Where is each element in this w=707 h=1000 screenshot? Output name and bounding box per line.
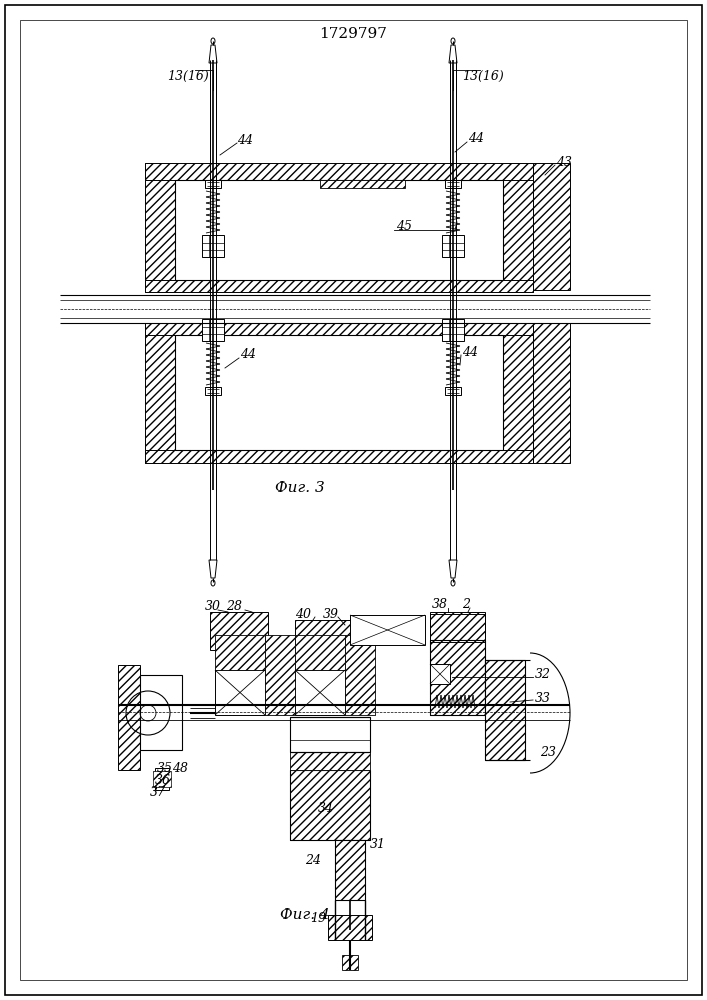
Bar	[265, 635, 295, 715]
Text: 40: 40	[295, 607, 311, 620]
Text: 36: 36	[155, 774, 171, 786]
Text: 13(16): 13(16)	[462, 70, 504, 83]
Bar	[140, 675, 182, 750]
Bar	[145, 163, 175, 292]
Bar	[350, 620, 380, 645]
Bar	[145, 280, 533, 292]
Text: Фиг. 4: Фиг. 4	[280, 908, 330, 922]
Bar	[155, 768, 169, 790]
Bar	[335, 840, 365, 900]
Bar	[145, 323, 175, 463]
Text: 45: 45	[396, 221, 412, 233]
Bar	[430, 664, 450, 684]
Bar	[202, 319, 224, 341]
Bar	[210, 612, 268, 650]
Bar	[430, 640, 485, 715]
Polygon shape	[209, 560, 217, 578]
Bar	[442, 319, 464, 341]
Bar	[118, 665, 140, 770]
Bar	[430, 612, 485, 640]
Text: 19: 19	[310, 912, 326, 924]
Text: 30: 30	[205, 600, 221, 613]
Text: 31: 31	[370, 838, 386, 852]
Text: 28: 28	[226, 600, 242, 613]
Bar	[335, 840, 365, 900]
Bar	[503, 163, 533, 292]
Text: 44: 44	[462, 346, 478, 359]
Text: 39: 39	[323, 607, 339, 620]
Bar	[503, 323, 533, 463]
Bar	[205, 387, 221, 395]
Ellipse shape	[451, 38, 455, 44]
Bar	[342, 955, 358, 970]
Text: 44: 44	[237, 133, 253, 146]
Text: 24: 24	[305, 854, 321, 866]
Text: 37: 37	[150, 786, 166, 798]
Ellipse shape	[211, 580, 215, 586]
Bar	[290, 717, 370, 752]
Text: 43: 43	[556, 155, 572, 168]
Bar	[215, 635, 265, 670]
Ellipse shape	[451, 580, 455, 586]
Text: 32: 32	[535, 668, 551, 682]
Bar	[202, 235, 224, 257]
Bar	[295, 670, 345, 715]
Bar	[295, 620, 350, 650]
Bar	[445, 180, 461, 188]
Text: 2: 2	[462, 598, 470, 611]
Bar	[145, 163, 533, 180]
Bar	[328, 915, 372, 940]
Ellipse shape	[211, 38, 215, 44]
Polygon shape	[449, 560, 457, 578]
Bar	[350, 615, 425, 645]
Text: 44: 44	[468, 131, 484, 144]
Polygon shape	[449, 45, 457, 63]
Bar	[205, 180, 221, 188]
Bar	[290, 770, 370, 840]
Bar	[290, 770, 370, 840]
Bar	[445, 387, 461, 395]
Bar	[430, 614, 485, 642]
Text: 48: 48	[172, 762, 188, 774]
Polygon shape	[209, 45, 217, 63]
Bar	[533, 163, 570, 290]
Text: 35: 35	[157, 762, 173, 774]
Text: Фиг. 3: Фиг. 3	[275, 481, 325, 495]
Bar	[295, 635, 345, 670]
Bar	[153, 771, 171, 787]
Bar	[175, 180, 503, 280]
Bar	[175, 335, 503, 450]
Bar	[145, 323, 533, 335]
Bar	[430, 640, 485, 715]
Text: 33: 33	[535, 692, 551, 704]
Bar	[215, 670, 265, 715]
Bar	[290, 752, 370, 770]
Bar	[145, 450, 533, 463]
Bar	[485, 660, 525, 760]
Text: 1729797: 1729797	[319, 27, 387, 41]
Text: 38: 38	[432, 598, 448, 611]
Bar	[533, 323, 570, 463]
Bar	[320, 180, 405, 188]
Text: 34: 34	[318, 802, 334, 814]
Bar	[442, 235, 464, 257]
Bar	[485, 660, 525, 760]
Text: 44: 44	[240, 349, 256, 361]
Bar	[345, 635, 375, 715]
Text: 13(16): 13(16)	[167, 70, 209, 83]
Text: 23: 23	[540, 746, 556, 760]
